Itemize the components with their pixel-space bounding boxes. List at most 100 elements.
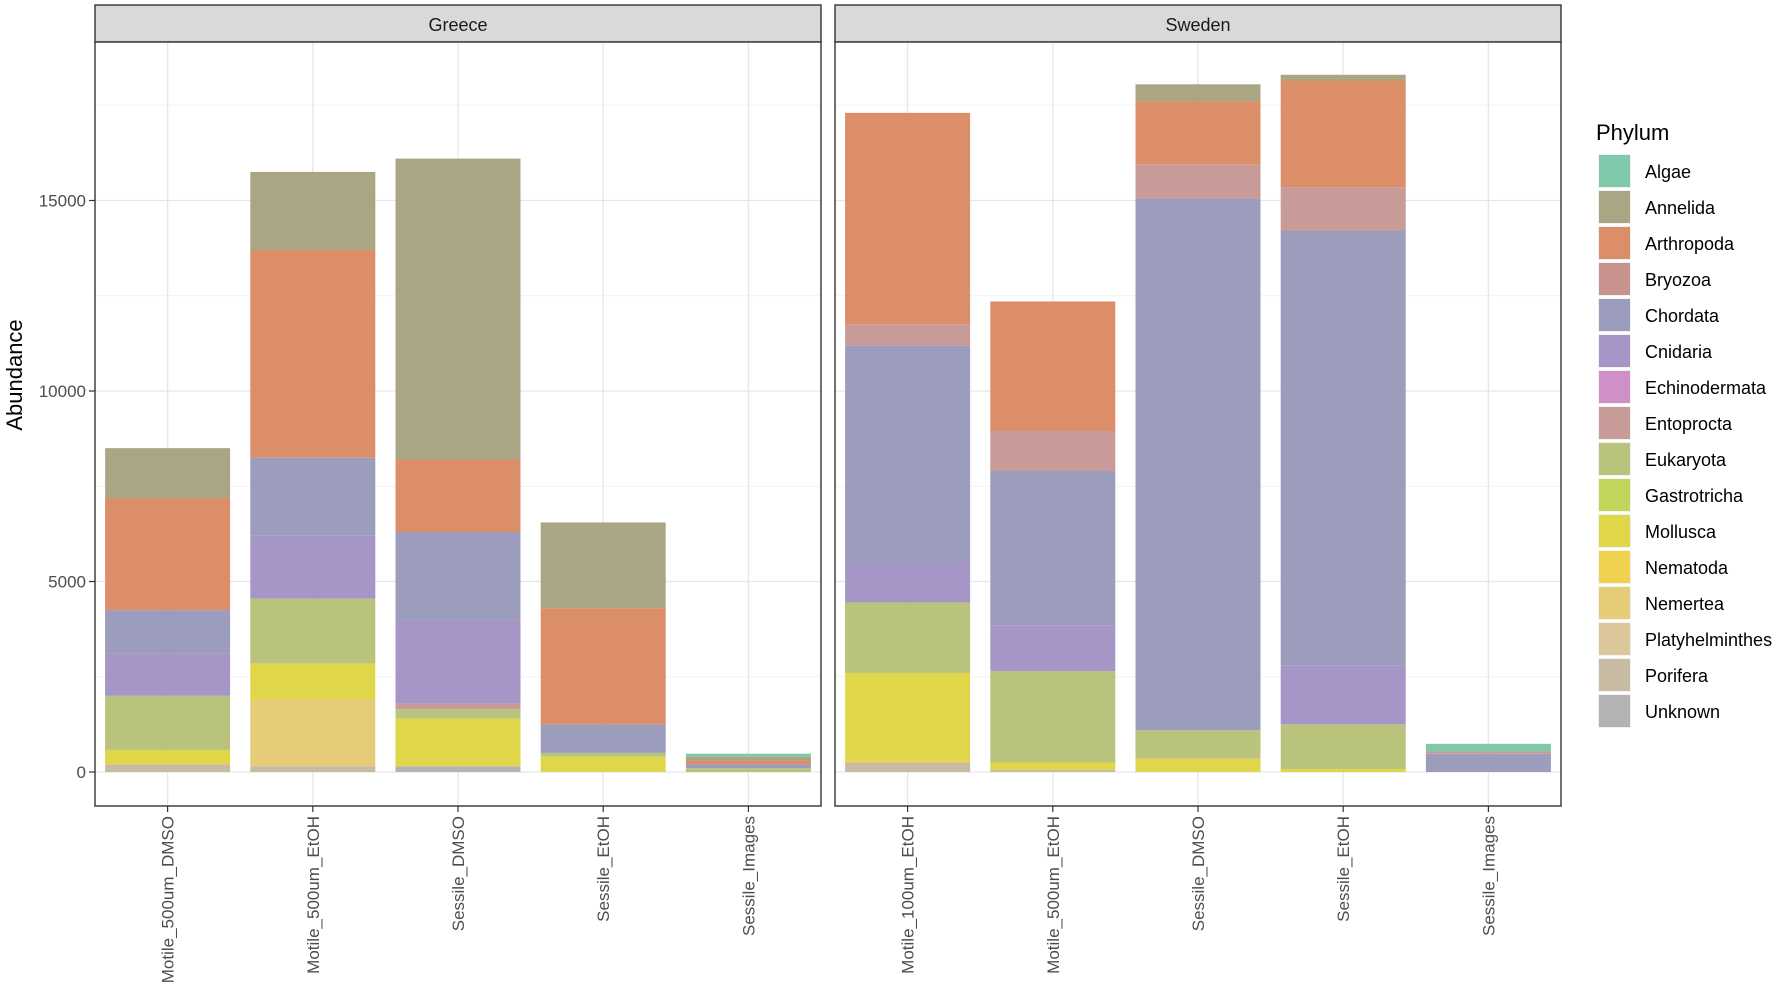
bar-segment-chordata (105, 610, 231, 654)
bar-segment-arthropoda (990, 301, 1116, 432)
x-tick-label: Motile_500um_EtOH (304, 816, 323, 974)
legend-swatch (1599, 443, 1630, 475)
legend-item-nemertea: Nemertea (1598, 586, 1725, 620)
bar-segment-entoprocta (1135, 164, 1261, 199)
bar-segment-porifera (990, 769, 1116, 772)
legend-item-gastrotricha: Gastrotricha (1598, 478, 1744, 512)
legend-swatch (1599, 335, 1630, 367)
bar-segment-nemertea (250, 699, 376, 767)
legend-swatch (1599, 155, 1630, 187)
legend-label: Nemertea (1645, 594, 1725, 614)
panel-border (834, 41, 1562, 807)
y-tick-label: 15000 (39, 192, 86, 211)
y-tick-label: 10000 (39, 382, 86, 401)
bar-stack (1280, 74, 1406, 772)
legend-label: Cnidaria (1645, 342, 1713, 362)
bar-segment-porifera (250, 766, 376, 772)
bar-segment-eukaryota (540, 752, 666, 757)
bar-segment-eukaryota (685, 768, 811, 772)
x-tick-label: Sessile_Images (739, 816, 758, 936)
facet-strip-label: Sweden (1165, 15, 1230, 35)
bar-segment-chordata (1135, 198, 1261, 731)
legend-swatch (1599, 551, 1630, 583)
legend-item-annelida: Annelida (1598, 190, 1716, 224)
bar-stack (1425, 743, 1551, 772)
panels-layer: 0 5000 10000 15000 Greece Motile_500um_DMSO Mo… (39, 4, 1562, 983)
bar-segment-eukaryota (395, 709, 521, 719)
bar-segment-eukaryota (105, 695, 231, 750)
bar-segment-arthropoda (1280, 80, 1406, 188)
legend-item-echinodermata: Echinodermata (1598, 370, 1767, 404)
legend-label: Algae (1645, 162, 1691, 182)
bar-segment-mollusca (250, 663, 376, 700)
legend-swatch (1599, 479, 1630, 511)
bar-segment-eukaryota (990, 671, 1116, 763)
bar-segment-mollusca (540, 756, 666, 772)
bar-segment-eukaryota (1280, 724, 1406, 769)
bar-segment-chordata (540, 724, 666, 753)
bar-segment-arthropoda (685, 760, 811, 765)
bar-segment-cnidaria (1280, 665, 1406, 725)
bar-segment-cnidaria (105, 653, 231, 696)
bar-segment-mollusca (1280, 768, 1406, 772)
bar-segment-chordata (685, 764, 811, 769)
legend-item-algae: Algae (1598, 154, 1691, 188)
facet-panel-greece: Greece Motile_500um_DMSO Motile_500um_EtOH… (94, 4, 822, 983)
legend-label: Annelida (1645, 198, 1716, 218)
bar-segment-cnidaria (395, 619, 521, 704)
bar-segment-annelida (540, 522, 666, 609)
bar-segment-arthropoda (1135, 101, 1261, 165)
bar-segment-algae (1425, 743, 1551, 752)
legend-item-porifera: Porifera (1598, 658, 1709, 692)
legend-swatch (1599, 587, 1630, 619)
bar-segment-annelida (1280, 74, 1406, 81)
legend-title: Phylum (1596, 120, 1669, 145)
bar-segment-arthropoda (250, 250, 376, 458)
legend-swatch (1599, 371, 1630, 403)
bar-stack (105, 448, 231, 772)
legend-label: Entoprocta (1645, 414, 1733, 434)
legend-label: Nematoda (1645, 558, 1729, 578)
legend-swatch (1599, 407, 1630, 439)
bar-segment-mollusca (105, 749, 231, 765)
x-tick-label: Sessile_DMSO (1189, 816, 1208, 931)
legend-swatch (1599, 515, 1630, 547)
x-tick-label: Motile_500um_EtOH (1044, 816, 1063, 974)
bar-segment-chordata (1280, 230, 1406, 666)
bar-segment-algae (685, 753, 811, 757)
bar-segment-porifera (105, 764, 231, 772)
y-tick-label: 5000 (48, 573, 86, 592)
bar-segment-mollusca (1135, 758, 1261, 772)
bar-segment-unknown (395, 766, 521, 772)
x-tick-label: Sessile_EtOH (594, 816, 613, 922)
bar-segment-mollusca (395, 718, 521, 767)
legend-item-unknown: Unknown (1598, 694, 1720, 728)
bar-segment-arthropoda (540, 608, 666, 725)
facet-panel-sweden: Sweden Motile_100um_EtOH Motile_500um_EtOH… (834, 4, 1562, 974)
facet-strip (834, 4, 1562, 43)
bar-segment-mollusca (990, 762, 1116, 770)
bar-stack (845, 112, 971, 772)
bar-segment-chordata (845, 345, 971, 563)
legend-item-mollusca: Mollusca (1598, 514, 1717, 548)
legend-label: Mollusca (1645, 522, 1717, 542)
legend-label: Unknown (1645, 702, 1720, 722)
bar-segment-chordata (395, 531, 521, 620)
legend-label: Eukaryota (1645, 450, 1727, 470)
bar-segment-annelida (395, 158, 521, 460)
bar-segment-annelida (250, 171, 376, 251)
bar-segment-arthropoda (845, 112, 971, 325)
bar-segment-eukaryota (1135, 730, 1261, 759)
legend-item-eukaryota: Eukaryota (1598, 442, 1727, 476)
bar-stack (990, 301, 1116, 772)
legend-item-arthropoda: Arthropoda (1598, 226, 1735, 260)
legend-label: Porifera (1645, 666, 1709, 686)
legend-swatch (1599, 695, 1630, 727)
bar-segment-chordata (250, 457, 376, 536)
bar-stack (685, 753, 811, 772)
legend: Phylum Algae Annelida Arthropoda Bryozoa Cho… (1596, 120, 1772, 728)
y-axis-title: Abundance (2, 319, 27, 430)
bar-segment-entoprocta (990, 431, 1116, 472)
